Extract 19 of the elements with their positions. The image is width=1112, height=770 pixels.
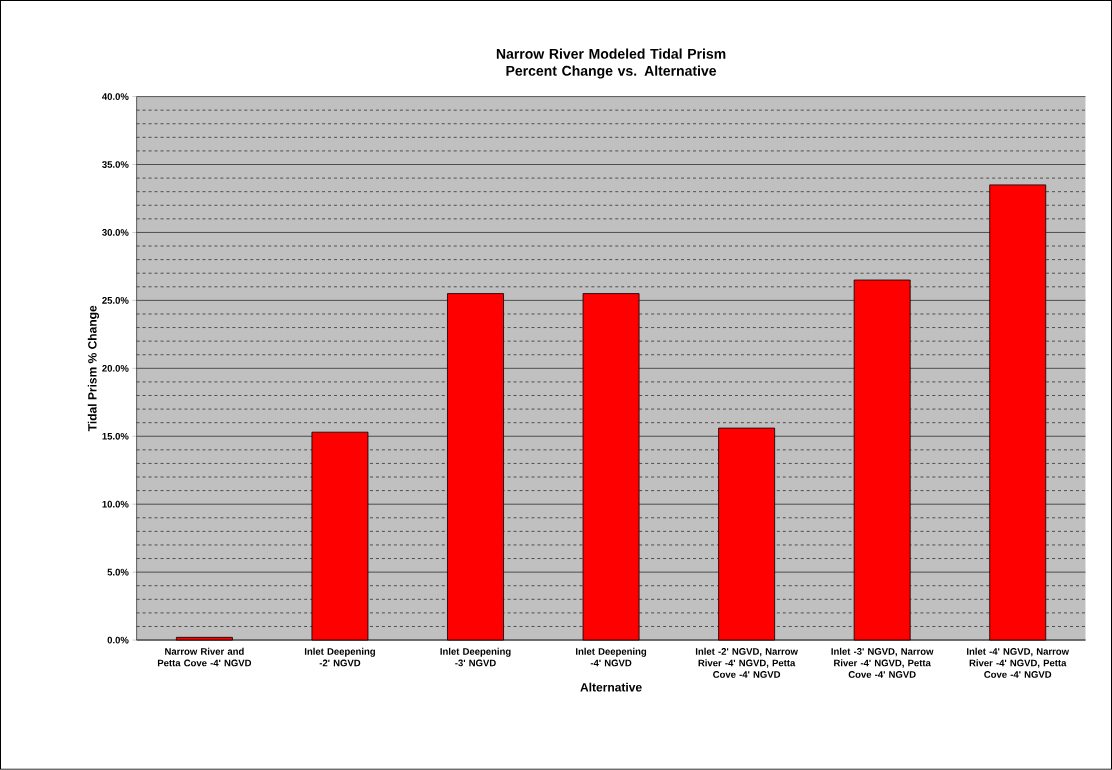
x-tick-label: Narrow River and Petta Cove -4' NGVD — [157, 648, 252, 667]
y-tick-label: 5.0% — [107, 568, 129, 576]
y-axis-title: Tidal Prism % Change — [87, 305, 100, 432]
x-tick-label: Inlet -3' NGVD, Narrow River -4' NGVD, Petta Cove -4' NGVD — [831, 648, 934, 679]
y-tick-label: 35.0% — [102, 161, 129, 169]
y-tick-label: 25.0% — [102, 297, 129, 304]
x-axis-title: Alternative — [580, 682, 642, 692]
y-tick-label: 15.0% — [102, 433, 129, 440]
x-tick-label: Inlet -2' NGVD, Narrow River -4' NGVD, Petta Cove -4' NGVD — [695, 648, 798, 679]
y-tick-label: 40.0% — [102, 93, 129, 101]
y-tick-label: 10.0% — [102, 500, 129, 508]
y-tick-label: 0.0% — [107, 636, 129, 644]
y-tick-label: 30.0% — [102, 229, 129, 236]
x-tick-label: Inlet Deepening -4' NGVD — [576, 648, 647, 667]
chart-title: Narrow River Modeled Tidal Prism Percent Change vs. Alternative — [496, 48, 726, 79]
x-tick-label: Inlet Deepening -2' NGVD — [304, 648, 375, 667]
x-tick-label: Inlet -4' NGVD, Narrow River -4' NGVD, Petta Cove -4' NGVD — [967, 648, 1070, 679]
y-tick-label: 20.0% — [102, 365, 129, 372]
x-tick-label: Inlet Deepening -3' NGVD — [440, 648, 511, 667]
